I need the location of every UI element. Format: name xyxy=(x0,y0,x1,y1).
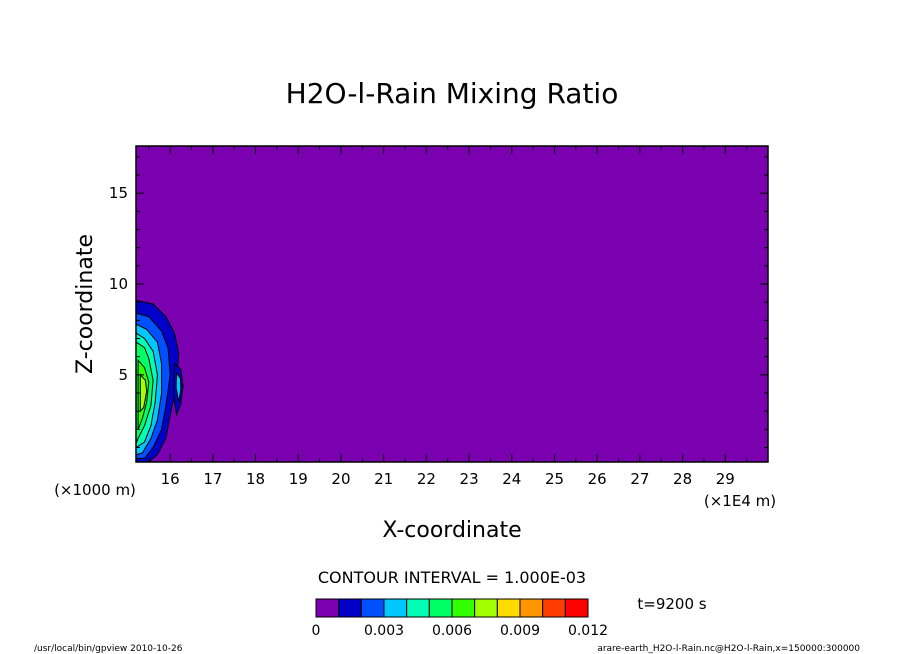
colorbar-labels: 0 0.003 0.006 0.009 0.012 xyxy=(312,623,609,639)
colorbar-segment xyxy=(315,598,340,618)
x-tick-label: 19 xyxy=(289,470,308,488)
x-tick-label: 26 xyxy=(588,470,607,488)
colorbar-segment xyxy=(406,598,430,618)
x-axis-ticks: 16 17 18 19 20 21 22 23 24 25 26 27 28 29 xyxy=(148,146,748,488)
x-tick-label: 18 xyxy=(246,470,265,488)
x-tick-label: 21 xyxy=(374,470,393,488)
colorbar-segment xyxy=(542,598,566,618)
x-tick-label: 25 xyxy=(545,470,564,488)
footer-left: /usr/local/bin/gpview 2010-10-26 xyxy=(34,644,183,654)
contour-region xyxy=(175,371,182,403)
y-tick-label: 15 xyxy=(109,184,128,202)
colorbar-segment xyxy=(428,598,453,618)
colorbar-segment xyxy=(451,598,476,618)
colorbar-label: 0.003 xyxy=(364,623,404,639)
y-axis-label: Z-coordinate xyxy=(73,234,98,374)
plot-frame xyxy=(135,145,769,463)
x-tick-label: 16 xyxy=(161,470,180,488)
colorbar-segment xyxy=(360,598,385,618)
colorbar xyxy=(315,598,589,618)
colorbar-label: 0.012 xyxy=(568,623,608,639)
colorbar-label: 0 xyxy=(312,623,321,639)
x-tick-label: 29 xyxy=(716,470,735,488)
x-tick-label: 17 xyxy=(203,470,222,488)
contour-region xyxy=(139,373,148,413)
contour-interval-label: CONTOUR INTERVAL = 1.000E-03 xyxy=(318,568,586,587)
time-label: t=9200 s xyxy=(637,595,706,613)
footer-right: arare-earth_H2O-l-Rain.nc@H2O-l-Rain,x=1… xyxy=(597,644,860,654)
x-tick-label: 27 xyxy=(630,470,649,488)
x-tick-label: 22 xyxy=(417,470,436,488)
colorbar-segment xyxy=(338,598,362,618)
y-tick-label: 10 xyxy=(109,275,128,293)
x-tick-label: 24 xyxy=(502,470,521,488)
colorbar-segment xyxy=(474,598,498,618)
plot-area: 16 17 18 19 20 21 22 23 24 25 26 27 28 29 5 10 15 xyxy=(109,145,769,488)
x-tick-label: 23 xyxy=(460,470,479,488)
chart-title: H2O-l-Rain Mixing Ratio xyxy=(286,77,619,110)
colorbar-label: 0.009 xyxy=(500,623,540,639)
contour-regions xyxy=(135,299,184,463)
y-tick-label: 5 xyxy=(118,366,128,384)
colorbar-label: 0.006 xyxy=(432,623,472,639)
x-unit-left: (×1000 m) xyxy=(54,481,136,499)
x-axis-label: X-coordinate xyxy=(382,518,521,543)
y-axis-ticks: 5 10 15 xyxy=(109,156,768,448)
x-tick-label: 28 xyxy=(673,470,692,488)
colorbar-segment xyxy=(519,598,544,618)
x-tick-label: 20 xyxy=(331,470,350,488)
colorbar-segment xyxy=(496,598,521,618)
plot-background xyxy=(136,146,768,462)
colorbar-segment xyxy=(564,598,589,618)
x-unit-right: (×1E4 m) xyxy=(704,492,776,510)
colorbar-segment xyxy=(383,598,408,618)
